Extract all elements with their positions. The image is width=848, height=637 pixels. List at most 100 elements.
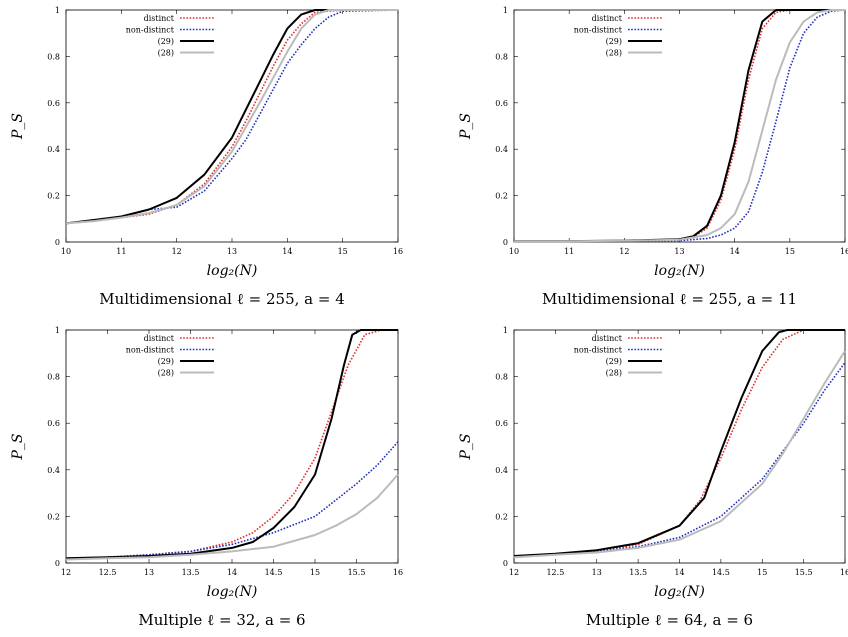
x-axis-label: log₂(N) <box>207 584 258 600</box>
panel-caption: Multiple ℓ = 32, a = 6 <box>138 611 305 629</box>
x-tick-label: 16 <box>393 568 403 577</box>
plot-frame <box>513 9 846 243</box>
x-tick-label: 14.5 <box>265 568 283 577</box>
y-tick-label: 0.8 <box>47 52 60 61</box>
series-line-29 <box>514 9 845 243</box>
x-tick-label: 14.5 <box>712 568 730 577</box>
x-tick-label: 14 <box>674 568 684 577</box>
series-line-28 <box>65 9 398 225</box>
y-tick-label: 0.4 <box>495 466 508 475</box>
legend-label: distinct <box>144 334 175 343</box>
legend-label: (29) <box>606 357 622 366</box>
y-tick-label: 0.8 <box>495 52 508 61</box>
x-tick-label: 11 <box>564 247 574 256</box>
x-tick-label: 15 <box>338 247 348 256</box>
panel-caption: Multidimensional ℓ = 255, a = 4 <box>99 290 345 308</box>
legend-label: distinct <box>144 14 175 23</box>
legend-label: distinct <box>592 334 623 343</box>
x-tick-label: 15 <box>757 568 767 577</box>
plot-frame <box>65 329 399 564</box>
x-tick-label: 12.5 <box>99 568 117 577</box>
y-tick-label: 1 <box>503 326 508 335</box>
legend-label: (29) <box>606 37 622 46</box>
y-tick-label: 0.2 <box>495 192 508 201</box>
y-tick-label: 0 <box>55 559 60 568</box>
x-tick-label: 12 <box>61 568 71 577</box>
y-tick-label: 0.8 <box>495 373 508 382</box>
series-line-nondistinct <box>65 441 399 560</box>
x-tick-label: 12 <box>619 247 629 256</box>
x-tick-label: 16 <box>393 247 403 256</box>
x-tick-label: 12 <box>172 247 182 256</box>
x-tick-label: 10 <box>509 247 519 256</box>
y-axis-label: P_S <box>458 433 474 460</box>
plot-frame <box>513 329 846 564</box>
series-line-nondistinct <box>514 9 846 243</box>
legend-label: non-distinct <box>126 346 175 355</box>
x-tick-label: 16 <box>840 568 848 577</box>
legend-label: (28) <box>606 369 622 378</box>
y-axis-label: P_S <box>10 433 26 460</box>
x-tick-label: 15.5 <box>348 568 366 577</box>
x-tick-label: 14 <box>282 247 292 256</box>
x-tick-label: 13 <box>674 247 684 256</box>
x-axis-label: log₂(N) <box>654 584 705 600</box>
y-tick-label: 0 <box>503 559 508 568</box>
panel-caption: Multidimensional ℓ = 255, a = 11 <box>542 290 797 308</box>
x-tick-label: 13.5 <box>629 568 647 577</box>
y-tick-label: 0.4 <box>495 145 508 154</box>
plot-frame <box>65 9 399 243</box>
legend-label: non-distinct <box>126 26 175 35</box>
series-line-nondistinct <box>65 9 399 225</box>
y-tick-label: 0.6 <box>495 419 508 428</box>
y-tick-label: 0.6 <box>47 419 60 428</box>
y-tick-label: 0.4 <box>47 145 60 154</box>
y-tick-label: 0 <box>503 238 508 247</box>
x-tick-label: 13.5 <box>182 568 200 577</box>
legend-label: non-distinct <box>574 26 623 35</box>
y-tick-label: 0.2 <box>495 512 508 521</box>
x-axis-label: log₂(N) <box>207 263 258 279</box>
chart-panel-1: 10 11 12 13 14 15 16 0 0.2 0.4 0.6 0.8 1 log₂(N) P_S di… <box>10 6 403 308</box>
y-tick-label: 0.6 <box>495 99 508 108</box>
x-tick-label: 14 <box>227 568 237 577</box>
x-tick-label: 13 <box>592 568 602 577</box>
series-line-29 <box>65 329 398 560</box>
chart-panel-2: 10 11 12 13 14 15 16 0 0.2 0.4 0.6 0.8 1 log₂(N) P_S di… <box>458 6 848 308</box>
y-tick-label: 1 <box>55 326 60 335</box>
series-line-28 <box>513 350 846 559</box>
panel-caption: Multiple ℓ = 64, a = 6 <box>586 611 753 629</box>
y-tick-label: 0 <box>55 238 60 247</box>
legend-label: non-distinct <box>574 346 623 355</box>
x-tick-label: 14 <box>730 247 740 256</box>
x-tick-label: 15 <box>785 247 795 256</box>
legend-label: (28) <box>158 369 174 378</box>
series-line-nondistinct <box>513 362 846 558</box>
x-tick-label: 15 <box>310 568 320 577</box>
legend-label: (29) <box>158 37 174 46</box>
series-line-distinct <box>514 9 845 243</box>
series-line-29 <box>513 329 845 557</box>
x-tick-label: 15.5 <box>795 568 813 577</box>
series-line-distinct <box>65 329 398 560</box>
y-tick-label: 0.2 <box>47 192 60 201</box>
x-tick-label: 12.5 <box>546 568 564 577</box>
series-line-28 <box>514 9 845 243</box>
y-axis-label: P_S <box>10 113 26 140</box>
legend-label: (28) <box>158 49 174 58</box>
series-line-28 <box>65 473 399 561</box>
x-tick-label: 13 <box>227 247 237 256</box>
y-axis-label: P_S <box>458 113 474 140</box>
x-tick-label: 13 <box>144 568 154 577</box>
y-tick-label: 1 <box>55 6 60 15</box>
legend-label: distinct <box>592 14 623 23</box>
chart-panel-4: 12 12.5 13 13.5 14 14.5 15 15.5 16 0 0.2 0.4 0.6 0.8 1… <box>458 326 848 629</box>
x-axis-label: log₂(N) <box>654 263 705 279</box>
y-tick-label: 0.8 <box>47 373 60 382</box>
y-tick-label: 0.4 <box>47 466 60 475</box>
y-tick-label: 0.2 <box>47 512 60 521</box>
series-line-distinct <box>65 9 398 225</box>
x-tick-label: 12 <box>509 568 519 577</box>
x-tick-label: 16 <box>840 247 848 256</box>
